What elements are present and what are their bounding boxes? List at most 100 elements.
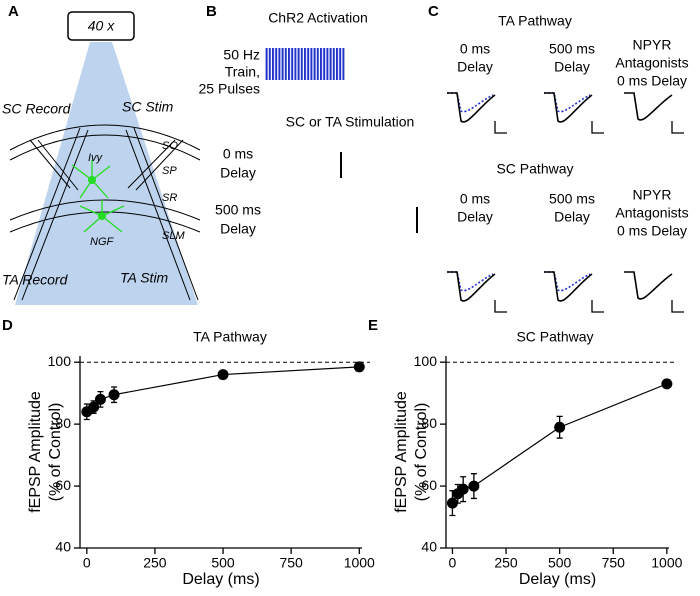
- column-label: Delay: [554, 59, 590, 75]
- column-label: 500 ms: [549, 191, 595, 207]
- train-label: 25 Pulses: [199, 81, 260, 97]
- trace-control: [544, 92, 591, 113]
- column-label: Antagonists: [615, 55, 688, 71]
- layer: SR: [162, 192, 177, 204]
- trace-control: [447, 271, 494, 292]
- train-label: Train,: [225, 64, 260, 80]
- sc-stim: SC Stim: [122, 99, 174, 115]
- point: [88, 401, 100, 413]
- trace-control: [447, 92, 494, 113]
- x-tick-label: 1000: [344, 555, 375, 571]
- point: [468, 480, 480, 492]
- point: [94, 393, 106, 405]
- x-tick-label: 1000: [651, 555, 682, 571]
- x-tick-label: 500: [548, 555, 572, 571]
- y-axis-label: (% of Control): [413, 403, 430, 502]
- x-axis-label: Delay (ms): [519, 571, 596, 588]
- ngf-soma: [98, 212, 106, 220]
- y-tick-label: 60: [421, 477, 437, 493]
- panel-label: E: [368, 317, 378, 334]
- column-label: Antagonists: [615, 205, 688, 221]
- ta-stim: TA Stim: [120, 270, 169, 286]
- delay-label: Delay: [220, 221, 256, 237]
- delay-label: 500 ms: [215, 202, 261, 218]
- chart-title: SC Pathway: [516, 329, 593, 345]
- trace: [447, 271, 496, 302]
- x-tick-label: 0: [83, 555, 91, 571]
- ta-record: TA Record: [2, 272, 69, 288]
- panel-label: C: [428, 3, 439, 20]
- point: [108, 389, 120, 401]
- layer: SP: [162, 165, 177, 177]
- scale-bar: [591, 121, 604, 134]
- neurons: [71, 160, 125, 233]
- column-label: NPYR: [633, 37, 672, 53]
- y-tick-label: 60: [55, 477, 71, 493]
- pathway-title: SC Pathway: [496, 161, 573, 177]
- point: [457, 483, 469, 495]
- scale-bar: [494, 121, 507, 134]
- column-label: Delay: [457, 209, 493, 225]
- point: [353, 361, 365, 373]
- stim-title: SC or TA Stimulation: [286, 114, 415, 130]
- column-label: 0 ms: [460, 41, 490, 57]
- column-label: 0 ms: [460, 191, 490, 207]
- trace: [544, 271, 593, 302]
- train-label: 50 Hz: [223, 47, 260, 63]
- trace: [447, 92, 496, 123]
- panel-label: B: [206, 3, 217, 20]
- y-tick-label: 100: [48, 353, 72, 369]
- column-label: 0 ms Delay: [617, 223, 687, 239]
- y-tick-label: 80: [421, 415, 437, 431]
- x-tick-label: 750: [602, 555, 626, 571]
- column-label: Delay: [457, 59, 493, 75]
- delay-label: Delay: [220, 165, 256, 181]
- layer-arcs: [9, 124, 201, 301]
- column-label: Delay: [554, 209, 590, 225]
- point: [446, 497, 458, 509]
- x-tick-label: 250: [494, 555, 518, 571]
- x-tick-label: 750: [279, 555, 303, 571]
- column-label: 500 ms: [549, 41, 595, 57]
- y-tick-label: 80: [55, 415, 71, 431]
- x-tick-label: 250: [143, 555, 167, 571]
- line: [451, 383, 668, 504]
- trace-control: [544, 271, 591, 292]
- panel-label: A: [8, 3, 19, 20]
- y-tick-label: 40: [55, 539, 71, 555]
- cell-label: NGF: [90, 236, 115, 248]
- pathway-title: TA Pathway: [498, 13, 572, 29]
- y-axis-label: fEPSP Amplitude: [27, 391, 44, 513]
- y-axis-label: (% of Control): [47, 403, 64, 502]
- delay-label: 0 ms: [223, 146, 253, 162]
- x-tick-label: 500: [211, 555, 235, 571]
- scale-bar: [591, 300, 604, 313]
- light-cone: [15, 42, 198, 305]
- trace: [544, 92, 593, 123]
- panel-title: ChR2 Activation: [268, 10, 368, 26]
- pulse-train: [265, 48, 345, 80]
- point: [661, 378, 673, 390]
- chart-title: TA Pathway: [193, 329, 267, 345]
- sc-record: SC Record: [2, 101, 72, 117]
- point: [554, 421, 566, 433]
- panel-label: D: [2, 317, 13, 334]
- scale-bar: [671, 121, 684, 134]
- scale-bar: [671, 300, 684, 313]
- layer: SO: [162, 140, 178, 152]
- scale-bar: [494, 300, 507, 313]
- objective: [67, 11, 135, 41]
- x-tick-label: 0: [449, 555, 457, 571]
- column-label: NPYR: [633, 187, 672, 203]
- trace: [624, 271, 673, 300]
- trace: [624, 92, 673, 121]
- layer: SLM: [162, 230, 185, 242]
- objective-label: 40 x: [88, 18, 115, 34]
- column-label: 0 ms Delay: [617, 73, 687, 89]
- point: [217, 369, 229, 381]
- y-tick-label: 100: [414, 353, 438, 369]
- cell-label: Ivy: [88, 152, 104, 164]
- ivy-soma: [88, 176, 96, 184]
- x-axis-label: Delay (ms): [182, 571, 259, 588]
